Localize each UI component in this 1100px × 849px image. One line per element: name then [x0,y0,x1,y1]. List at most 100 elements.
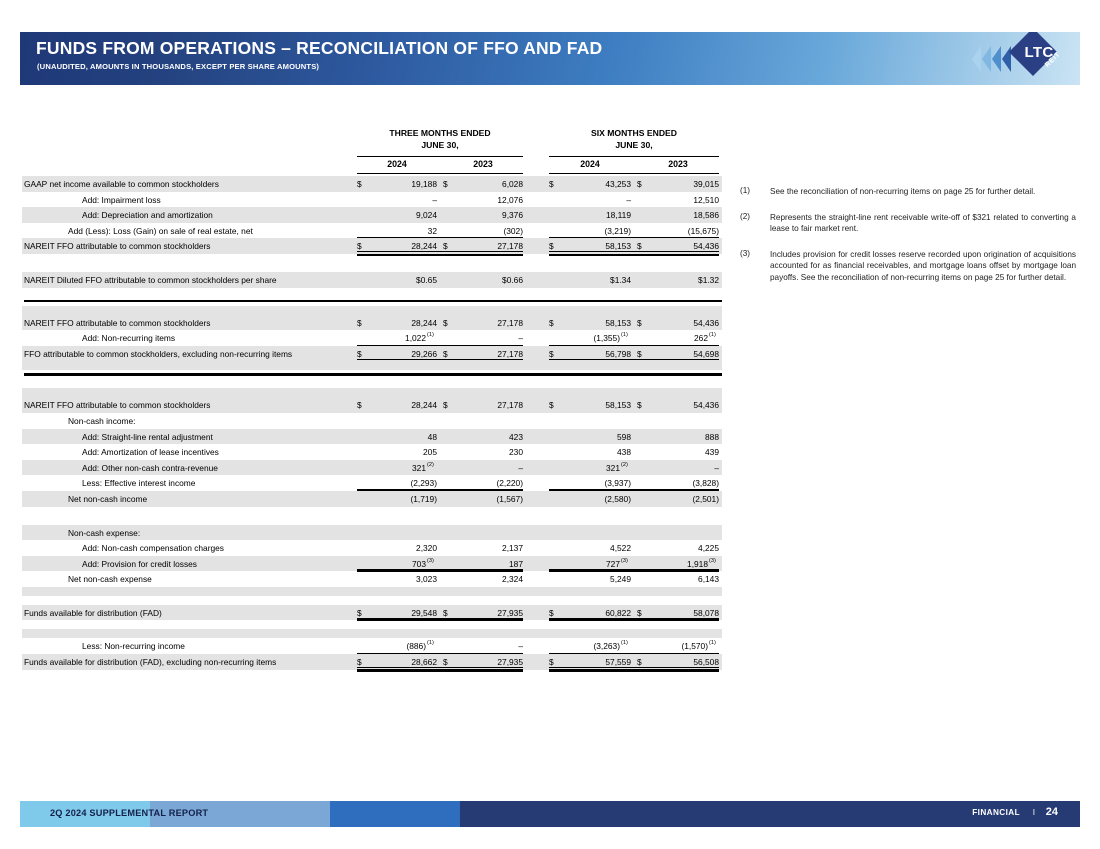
table-row: Non-cash expense: [22,524,722,541]
table-cell-value: 56,798 [605,348,631,359]
table-cell-value: 12,510 [693,194,719,205]
footnote-marker: (1) [621,640,628,647]
year-header-q2-2023: 2023 [473,159,493,169]
column-rule-thick [549,488,719,492]
column-rule-double-top [549,251,719,253]
table-cell-value: 58,153 [605,400,631,411]
table-cell-value: (3,219) [604,225,631,236]
row-label: Non-cash income: [68,415,136,426]
spacer-row [22,516,722,525]
footnote-number: (2) [740,211,751,221]
column-rule-thick [549,569,719,572]
spacer-row [22,629,722,639]
currency-symbol: $ [549,400,554,411]
table-cell-value: – [518,333,523,344]
table-cell-value: 54,436 [693,241,719,252]
footnote-item: (1) See the reconciliation of non-recurri… [740,186,1076,198]
column-rule [549,344,719,346]
footer-section-label: FINANCIAL [972,808,1020,817]
row-label: Add: Amortization of lease incentives [82,447,219,458]
footnote-number: (3) [740,248,751,258]
table-cell-value: 4,225 [698,543,719,554]
table-cell-value: (15,675) [687,225,719,236]
spacer-row [22,507,722,516]
footnote-item: (3) Includes provision for credit losses … [740,249,1076,284]
footnote-marker: (2) [427,461,434,468]
table-row: Add: Non-cash compensation charges 2,320 2… [22,540,722,556]
table-cell-value: 56,508 [693,657,719,668]
column-rule [357,237,523,239]
column-rule-double-bottom [357,669,523,672]
column-rule-double-bottom [549,669,719,672]
table-row: Less: Non-recurring income (886) (1) – (3,26… [22,638,722,655]
column-rule-double-bottom [549,253,719,257]
currency-symbol: $ [443,179,448,189]
column-group-three-months: THREE MONTHS ENDED JUNE 30, [357,128,523,150]
column-rule-double-top [357,667,523,669]
year-rule [357,173,523,174]
table-cell-value: 2,320 [416,543,437,554]
year-header-ytd-2023: 2023 [668,159,688,169]
table-cell-value: 27,178 [497,348,523,359]
spacer-row [22,254,722,263]
table-cell-value: (3,263) [593,641,620,652]
year-header-ytd-2024: 2024 [580,159,600,169]
ffo-fad-reconciliation-table: THREE MONTHS ENDED JUNE 30, SIX MONTHS E… [22,128,722,672]
table-cell-value: 32 [427,225,437,236]
currency-symbol: $ [357,317,362,328]
table-cell-value: (2,220) [496,478,523,489]
row-label: Net non-cash income [68,493,148,504]
currency-symbol: $ [443,400,448,411]
group-label-line2: JUNE 30, [615,140,653,150]
table-row: NAREIT Diluted FFO attributable to commo… [22,271,722,288]
footnote-marker: (3) [427,557,434,564]
spacer-row [22,361,722,371]
currency-symbol: $ [549,241,554,252]
table-cell-value: 6,028 [502,179,523,189]
currency-symbol: $ [443,657,448,668]
footer-block-2 [150,801,330,827]
table-cell-value: 423 [509,431,523,442]
table-cell-value: 9,376 [502,210,523,221]
currency-symbol: $ [443,607,448,618]
table-row: Add: Non-recurring items 1,022 (1) – (1,355)… [22,330,722,346]
row-label: Less: Non-recurring income [82,641,185,652]
page-footer: 2Q 2024 SUPPLEMENTAL REPORT FINANCIAL I … [20,801,1080,827]
table-row: NAREIT FFO attributable to common stockh… [22,238,722,257]
year-header-q2-2024: 2024 [387,159,407,169]
row-label: Add: Non-recurring items [82,333,176,344]
page-header-banner: FUNDS FROM OPERATIONS – RECONCILIATION O… [20,32,1080,85]
footer-report-title: 2Q 2024 SUPPLEMENTAL REPORT [50,808,209,818]
column-rule-double-top [549,667,719,669]
row-label: FFO attributable to common stockholders,… [24,348,293,359]
row-label: Add (Less): Loss (Gain) on sale of real … [68,225,253,236]
spacer-row [22,379,722,388]
row-label: Add: Provision for credit losses [82,558,197,569]
spacer-row [22,263,722,272]
table-cell-value: 54,698 [693,348,719,359]
table-cell-value: (1,355) [593,333,620,344]
table-cell-value: 58,078 [693,607,719,618]
spacer-row [22,288,722,297]
row-label: Add: Other non-cash contra-revenue [82,462,218,473]
table-cell-value: 48 [427,431,437,442]
table-cell-value: $0.66 [502,274,523,285]
column-rule-double-bottom [357,253,523,257]
currency-symbol: $ [637,657,642,668]
table-cell-value: (3,828) [692,478,719,489]
table-column-headers: THREE MONTHS ENDED JUNE 30, SIX MONTHS E… [22,128,722,176]
footnote-marker: (1) [709,640,716,647]
table-cell-value: 27,178 [497,317,523,328]
footer-block-3 [330,801,460,827]
column-rule-double-top [549,358,719,360]
table-cell-value: 19,188 [411,179,437,189]
table-cell-value: 2,324 [502,574,523,585]
table-cell-value: 598 [617,431,631,442]
table-cell-value: 18,586 [693,210,719,221]
table-cell-value: – [714,462,719,473]
group-rule [549,156,719,157]
currency-symbol: $ [637,348,642,359]
group-label-line1: THREE MONTHS ENDED [389,128,491,138]
table-cell-value: 9,024 [416,210,437,221]
footnote-marker: (1) [427,640,434,647]
